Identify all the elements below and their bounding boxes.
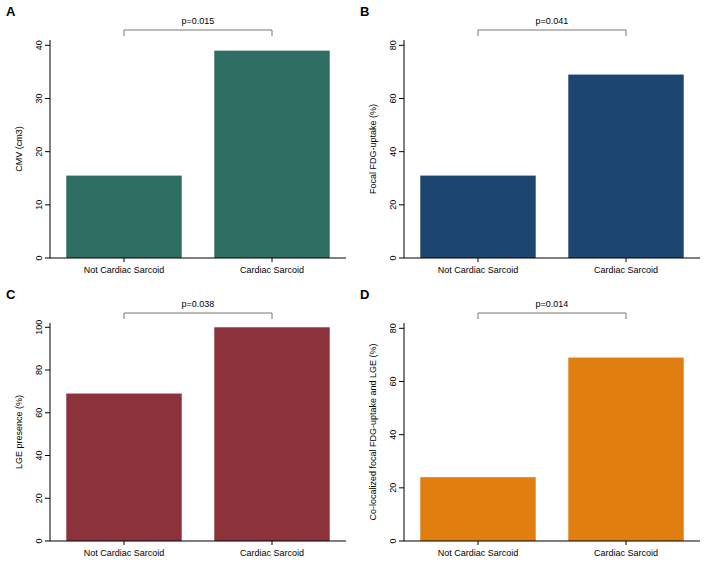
y-tick — [399, 98, 404, 99]
y-axis-label: LGE presence (%) — [14, 395, 24, 469]
y-tick — [399, 434, 404, 435]
panel-label: D — [360, 287, 369, 302]
y-tick — [399, 381, 404, 382]
annotation: p=0.041 — [536, 16, 569, 26]
x-tick — [478, 258, 479, 262]
y-tick — [45, 258, 50, 259]
x-tick — [478, 541, 479, 545]
x-axis — [404, 541, 700, 542]
bars — [420, 358, 683, 541]
y-tick — [399, 487, 404, 488]
bracket — [124, 30, 272, 36]
x-tick-label: Cardiac Sarcoid — [240, 265, 304, 275]
y-tick-label: 10 — [34, 200, 44, 210]
y-tick-label: 0 — [34, 255, 44, 260]
y-tick-label: 20 — [388, 483, 398, 493]
panel-label: C — [6, 287, 16, 302]
bracket — [478, 30, 626, 36]
y-tick — [45, 541, 50, 542]
x-tick-label: Not Cardiac Sarcoid — [438, 265, 519, 275]
x-tick — [626, 258, 627, 262]
x-tick-label: Not Cardiac Sarcoid — [438, 548, 519, 558]
y-axis — [50, 40, 51, 258]
y-tick — [399, 541, 404, 542]
bar — [420, 477, 535, 541]
y-tick — [45, 412, 50, 413]
x-axis — [404, 258, 700, 259]
y-tick-label: 20 — [34, 493, 44, 503]
x-tick-label: Cardiac Sarcoid — [594, 548, 658, 558]
x-tick — [272, 258, 273, 262]
x-tick-label: Cardiac Sarcoid — [240, 548, 304, 558]
y-tick — [45, 498, 50, 499]
figure: A 0 10 20 30 40 CMV (cm3) Not Cardiac Sarcoid Ca… — [0, 0, 708, 566]
y-tick-label: 20 — [34, 147, 44, 157]
y-tick-label: 80 — [388, 323, 398, 333]
y-axis — [404, 40, 405, 258]
bar — [66, 394, 181, 541]
y-tick-label: 40 — [34, 40, 44, 50]
y-tick-label: 80 — [388, 40, 398, 50]
y-tick-label: 0 — [388, 255, 398, 260]
y-tick — [399, 328, 404, 329]
y-axis-label: Co-localized focal FDG-uptake and LGE (%… — [368, 343, 378, 520]
y-tick — [45, 327, 50, 328]
y-tick — [399, 258, 404, 259]
y-tick-label: 0 — [34, 538, 44, 543]
annotation: p=0.015 — [182, 16, 215, 26]
bar — [66, 176, 181, 258]
y-tick — [45, 455, 50, 456]
y-tick-label: 80 — [34, 365, 44, 375]
bar — [214, 51, 329, 258]
x-tick-label: Cardiac Sarcoid — [594, 265, 658, 275]
y-tick-label: 20 — [388, 200, 398, 210]
panel-label: A — [6, 4, 16, 19]
y-tick-label: 0 — [388, 538, 398, 543]
y-tick — [399, 204, 404, 205]
y-tick-label: 40 — [388, 147, 398, 157]
bar — [568, 358, 683, 541]
panel: D 0 20 40 60 80 Co-localized focal FDG-uptake … — [360, 287, 700, 558]
bracket — [478, 313, 626, 319]
bars — [66, 51, 329, 258]
y-tick-label: 40 — [34, 451, 44, 461]
y-tick-label: 60 — [388, 376, 398, 386]
x-axis — [50, 258, 346, 259]
panel-label: B — [360, 4, 369, 19]
x-tick-label: Not Cardiac Sarcoid — [84, 548, 165, 558]
x-tick — [124, 258, 125, 262]
y-axis-label: Focal FDG-uptake (%) — [368, 104, 378, 194]
y-tick — [45, 370, 50, 371]
bars — [420, 75, 683, 258]
y-tick — [45, 151, 50, 152]
y-axis — [404, 323, 405, 541]
y-tick — [399, 45, 404, 46]
y-tick — [45, 45, 50, 46]
bracket — [124, 313, 272, 319]
x-tick — [272, 541, 273, 545]
y-tick-label: 60 — [388, 93, 398, 103]
x-tick — [124, 541, 125, 545]
y-tick — [399, 151, 404, 152]
annotation: p=0.038 — [182, 299, 215, 309]
x-axis — [50, 541, 346, 542]
y-tick-label: 60 — [34, 408, 44, 418]
y-axis — [50, 323, 51, 541]
bar — [568, 75, 683, 258]
x-tick — [626, 541, 627, 545]
panel: C 0 20 40 60 80 100 LGE presence (%) Not Cardiac… — [6, 287, 346, 558]
y-tick — [45, 98, 50, 99]
bars — [66, 327, 329, 541]
y-tick-label: 100 — [34, 320, 44, 335]
bar — [214, 327, 329, 541]
y-axis-label: CMV (cm3) — [14, 126, 24, 172]
panel: A 0 10 20 30 40 CMV (cm3) Not Cardiac Sarcoid Ca… — [6, 4, 346, 275]
y-tick-label: 40 — [388, 430, 398, 440]
x-tick-label: Not Cardiac Sarcoid — [84, 265, 165, 275]
y-tick-label: 30 — [34, 93, 44, 103]
y-tick — [45, 204, 50, 205]
bar — [420, 176, 535, 258]
panel: B 0 20 40 60 80 Focal FDG-uptake (%) Not Cardia… — [360, 4, 700, 275]
annotation: p=0.014 — [536, 299, 569, 309]
